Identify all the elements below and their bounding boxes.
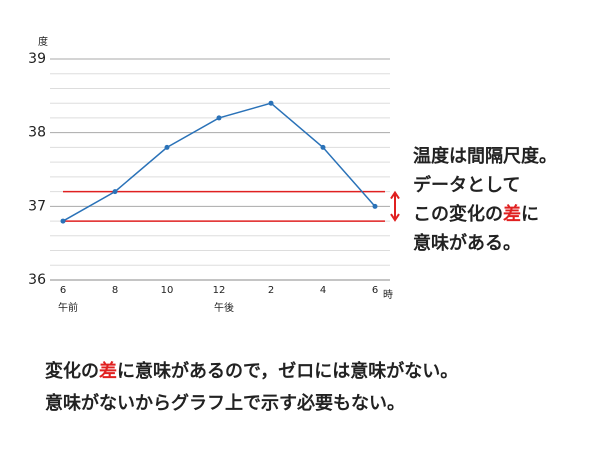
difference-arrow <box>390 190 400 222</box>
x-tick-label: 4 <box>320 285 326 296</box>
x-tick-label: 6 <box>60 285 66 296</box>
x-tick-label: 2 <box>268 285 274 296</box>
note-text: 変化の <box>45 360 99 382</box>
note-text: 意味がある。 <box>413 232 521 254</box>
note-text: に意味があるので，ゼロには意味がない。 <box>117 360 458 382</box>
note-text: 温度は間隔尺度。 <box>413 145 557 167</box>
note-line: 意味がある。 <box>413 232 521 254</box>
x-unit: 時 <box>383 289 393 301</box>
x-tick-label: 10 <box>161 285 174 296</box>
note-text: データとして <box>413 174 520 196</box>
x-tick-label: 12 <box>213 285 226 296</box>
point <box>164 144 170 150</box>
emphasis-text: 差 <box>503 203 521 225</box>
point <box>112 189 118 195</box>
y-tick-label: 39 <box>28 51 46 67</box>
note-text: この変化の <box>413 203 503 225</box>
note-line: この変化の差に <box>413 203 539 225</box>
point <box>372 203 378 209</box>
note-line: 変化の差に意味があるので，ゼロには意味がない。 <box>45 360 458 382</box>
note-line: 意味がないからグラフ上で示す必要もない。 <box>45 392 405 414</box>
y-axis-label: 度 <box>38 35 48 48</box>
note-text: に <box>521 204 539 225</box>
y-tick-label: 37 <box>28 198 46 214</box>
x-tick-label: 8 <box>112 285 118 296</box>
x-tick-label: 6 <box>372 285 378 296</box>
emphasis-text: 差 <box>99 360 117 382</box>
y-tick-label: 36 <box>28 272 46 288</box>
y-tick-label: 38 <box>28 125 46 141</box>
point <box>268 100 274 106</box>
point <box>216 115 222 121</box>
note-line: データとして <box>413 174 520 196</box>
period-label: 午前 <box>58 301 78 314</box>
note-text: 意味がないからグラフ上で示す必要もない。 <box>45 392 405 414</box>
point <box>60 218 66 224</box>
period-label: 午後 <box>214 301 234 314</box>
note-line: 温度は間隔尺度。 <box>413 145 557 167</box>
point <box>320 144 326 150</box>
